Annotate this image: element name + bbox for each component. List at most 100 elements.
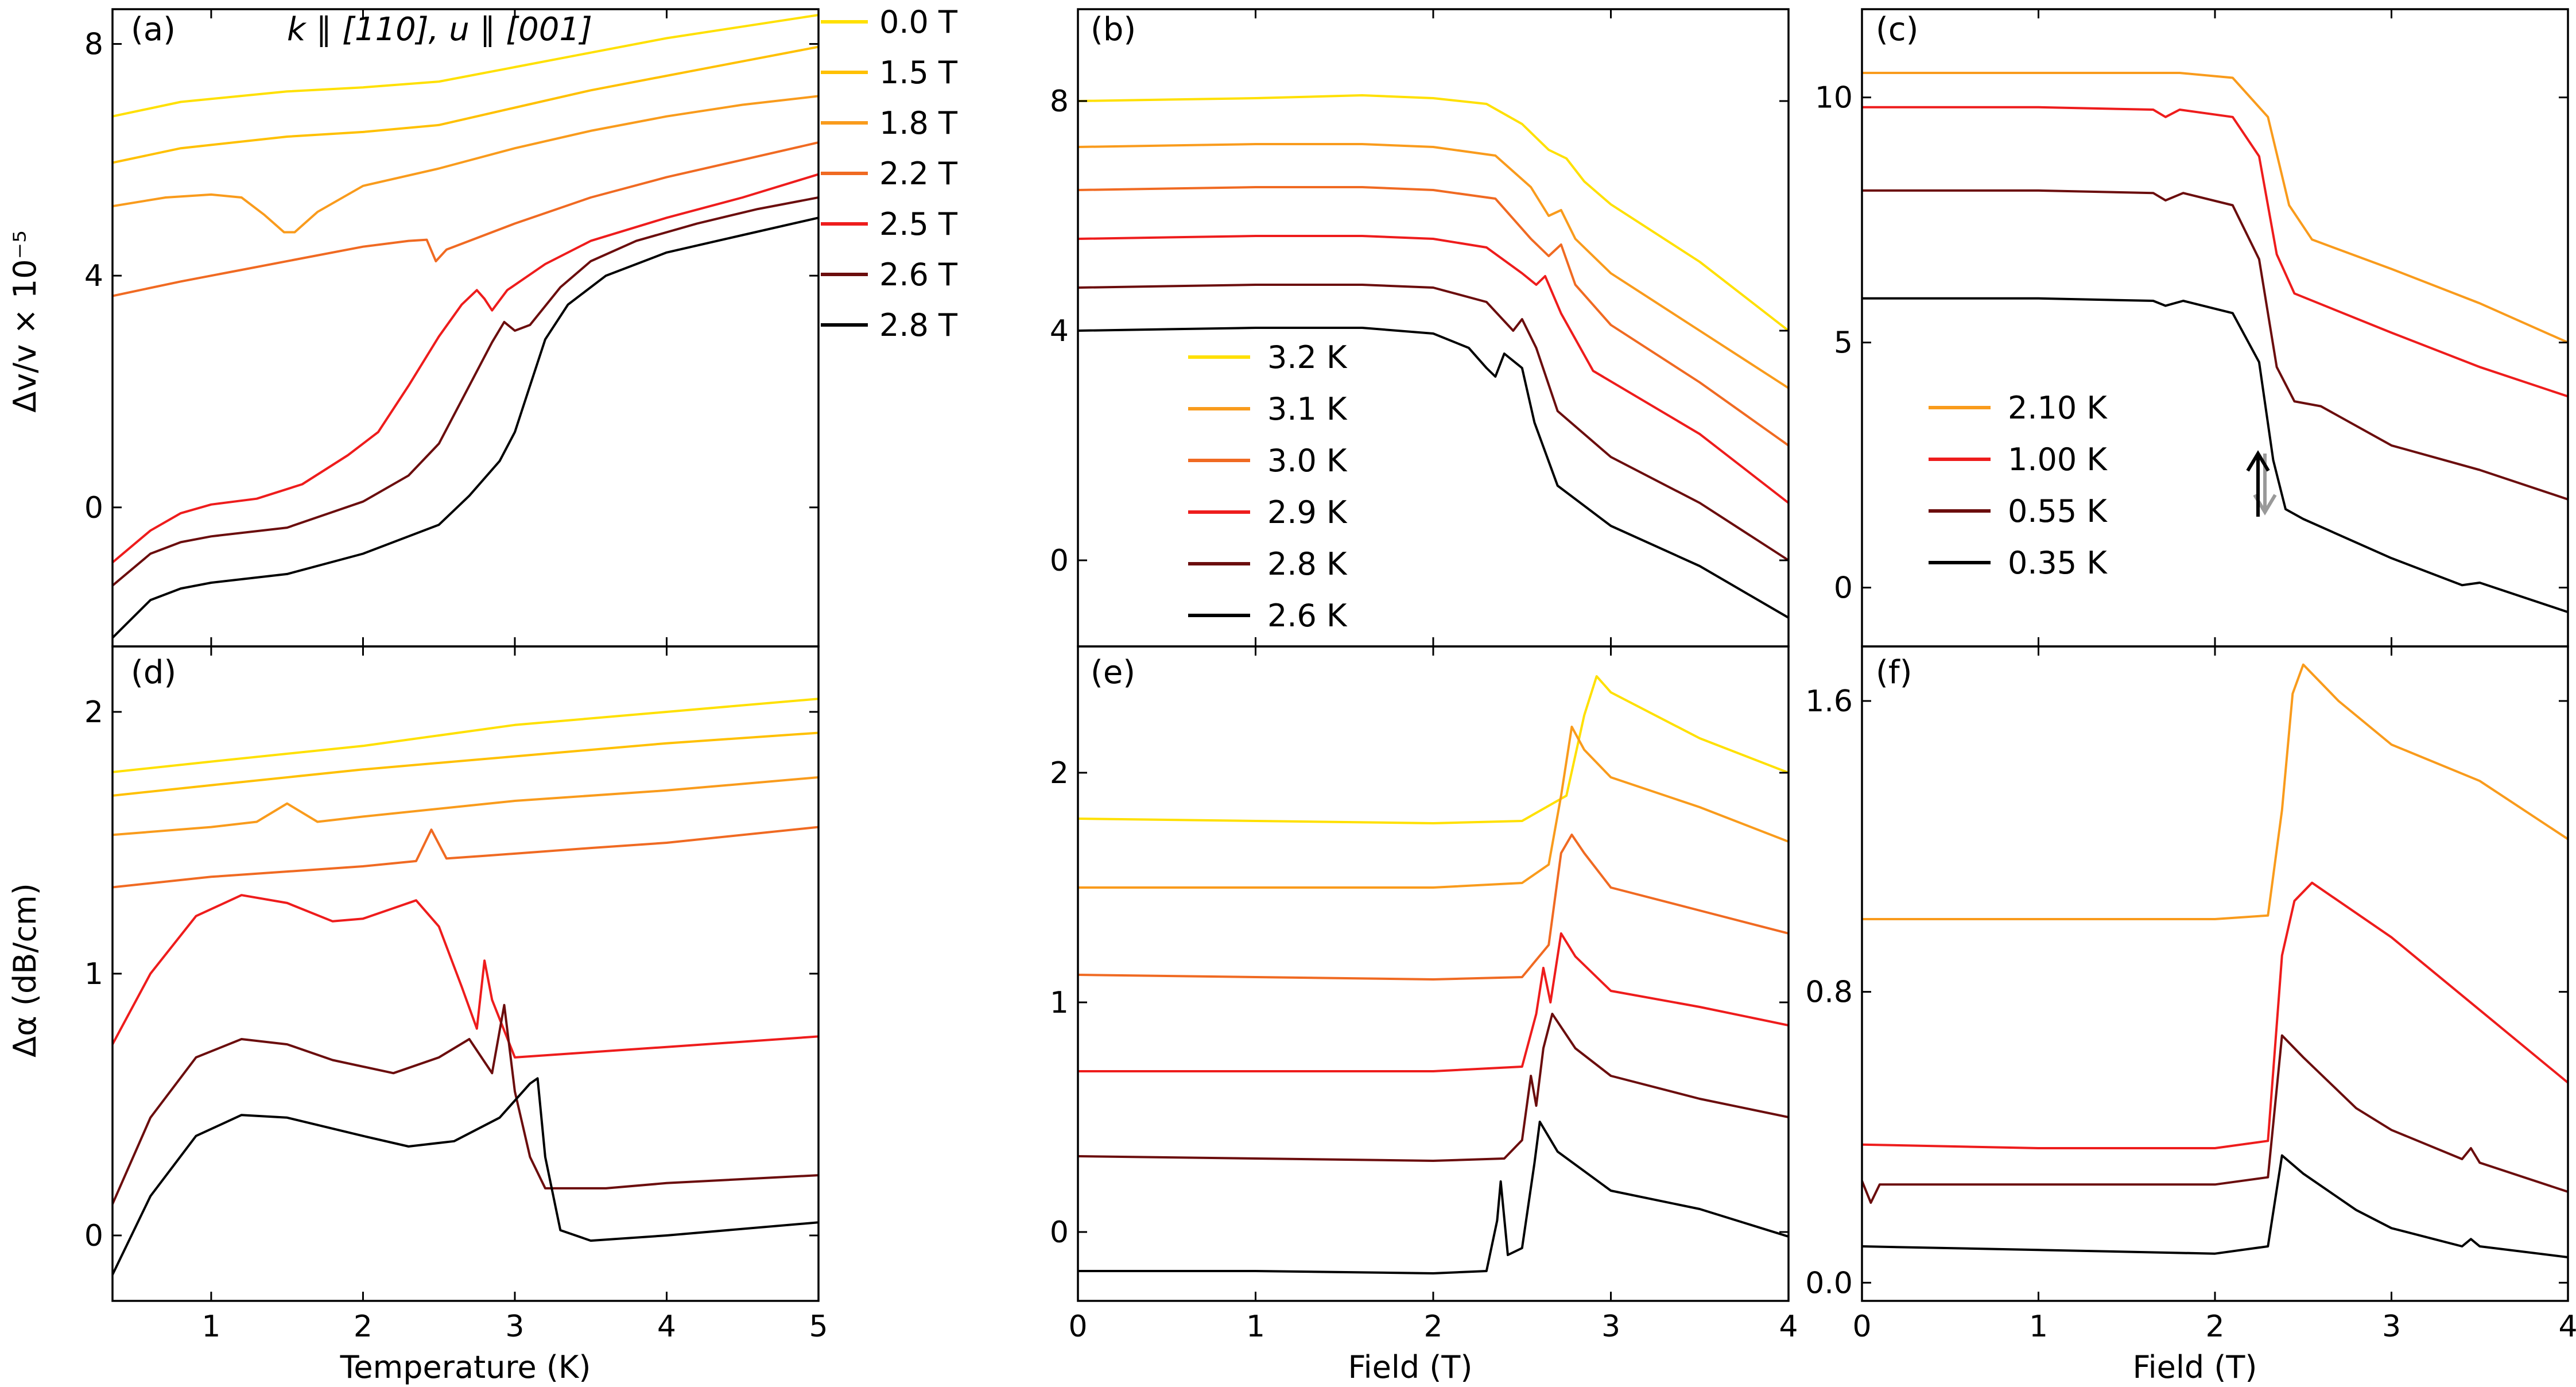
series-line-1_8-T [112,776,818,836]
series-line-0_35-K [1862,1154,2568,1258]
series-line-2_6-K [1078,327,1789,619]
series-line-0_0-T [112,14,818,118]
x-tick-label: 2 [2205,1309,2224,1344]
legend-label: 2.8 K [1267,546,1348,582]
panel-c: 0 5 10 2.10 K 1.00 K 0.55 K 0.35 K [1815,8,2569,648]
legend-label: 3.2 K [1267,339,1348,375]
x-tick-label: 3 [1601,1309,1620,1344]
xlabel-f: Field (T) [2133,1349,2257,1385]
y-tick-label: 2 [84,695,103,730]
y-tick-label: 4 [84,259,103,293]
y-tick-label: 2 [1050,756,1069,791]
series-line-3_0-K [1078,186,1789,447]
panel-b: 0 4 8 3.2 K 3.1 K 3.0 K 2.9 K 2.8 K 2.6 K [1050,8,1790,648]
legend-label: 3.1 K [1267,391,1348,427]
xlabel-e: Field (T) [1348,1349,1473,1385]
y-tick-label: 0 [84,491,103,525]
series-line-1_5-T [112,45,818,164]
panel-a: 0 4 8 0.0 T 1.5 T 1.8 T 2.2 T 2.5 T 2.6 T 2.8 T [84,4,958,648]
y-tick-label: 5 [1834,326,1853,361]
legend-label: 2.6 T [879,257,958,293]
panel-label-f: (f) [1876,654,1912,691]
series-line-2_5-T [112,173,818,564]
legend-label: 3.0 K [1267,443,1348,479]
y-tick-label: 0 [84,1219,103,1253]
series-line-2_2-T [112,826,818,889]
series-line-2_8-T [112,216,818,639]
y-tick-label: 0.0 [1805,1266,1853,1300]
x-tick-label: 4 [657,1309,676,1344]
y-tick-label: 10 [1815,81,1853,115]
panel-d: 1 2 3 4 5 0 1 2 [84,645,828,1344]
legend-label: 0.0 T [879,4,958,40]
panel-e: 0 1 2 3 4 0 1 2 [1050,645,1798,1344]
x-tick-label: 4 [1779,1309,1798,1344]
legend: 3.2 K 3.1 K 3.0 K 2.9 K 2.8 K 2.6 K [1188,339,1348,634]
legend-label: 2.10 K [2008,390,2108,426]
x-tick-label: 5 [809,1309,828,1344]
series-line-2_6-K [1078,1121,1789,1274]
series-line-3_0-K [1078,834,1789,981]
series-line-1_8-T [112,95,818,234]
series-line-1_5-T [112,731,818,797]
series-line-3_1-K [1078,726,1789,889]
x-tick-label: 1 [201,1309,220,1344]
panel-label-e: (e) [1091,654,1135,691]
series-line-0_55-K [1862,1034,2568,1204]
x-tick-label: 2 [1423,1309,1442,1344]
x-tick-label: 0 [1068,1309,1087,1344]
y-tick-label: 0 [1050,1215,1069,1250]
ylabel-a: Δv/v × 10⁻⁵ [7,230,43,413]
legend: 2.10 K 1.00 K 0.55 K 0.35 K [1929,390,2108,581]
x-tick-label: 3 [505,1309,524,1344]
series-line-2_10-K [1862,72,2568,344]
series-line-2_6-T [112,196,818,587]
series-line-2_2-T [112,141,818,297]
series-line-2_10-K [1862,663,2568,920]
series-line-0_35-K [1862,297,2568,614]
y-tick-label: 1 [1050,986,1069,1020]
series-line-0_0-T [112,698,818,773]
xlabel-d: Temperature (K) [340,1349,591,1385]
y-tick-label: 1.6 [1805,684,1853,719]
panel-f: 0 1 2 3 4 0.0 0.8 1.6 [1805,645,2576,1344]
series-line-3_1-K [1078,143,1789,389]
y-tick-label: 8 [84,28,103,62]
x-tick-label: 0 [1852,1309,1871,1344]
series-line-3_2-K [1078,94,1789,332]
series-line-1_00-K [1862,106,2568,398]
arrow-up-black [2246,450,2270,517]
legend-label: 2.2 T [879,156,958,192]
legend-label: 1.5 T [879,55,958,91]
ylabel-d: Δα (dB/cm) [7,883,43,1057]
series-line-2_8-T [112,1077,818,1276]
legend-label: 2.6 K [1267,598,1348,634]
series-line-2_8-K [1078,284,1789,561]
x-tick-label: 2 [354,1309,373,1344]
x-tick-label: 1 [2029,1309,2048,1344]
series-line-3_2-K [1078,675,1789,824]
y-tick-label: 0 [1050,544,1069,578]
y-tick-label: 4 [1050,314,1069,348]
series-line-1_00-K [1862,881,2568,1149]
panel-label-a: (a) [131,11,176,48]
legend-label: 2.9 K [1267,494,1348,530]
x-tick-label: 4 [2558,1309,2576,1344]
y-tick-label: 8 [1050,84,1069,119]
panel-label-d: (d) [131,654,176,691]
series-line-2_8-K [1078,1013,1789,1162]
panel-label-b: (b) [1091,11,1136,48]
series-line-2_5-T [112,894,818,1059]
legend-label: 2.8 T [879,307,958,343]
x-tick-label: 1 [1246,1309,1265,1344]
legend-label: 2.5 T [879,206,958,242]
annotation-a: k ∥ [110], u ∥ [001] [287,11,592,48]
y-tick-label: 0.8 [1805,975,1853,1010]
legend-label: 1.8 T [879,105,958,141]
legend-label: 1.00 K [2008,441,2108,478]
legend: 0.0 T 1.5 T 1.8 T 2.2 T 2.5 T 2.6 T 2.8 T [821,4,958,343]
legend-label: 0.55 K [2008,493,2108,529]
y-tick-label: 0 [1834,571,1853,606]
series-line-2_9-K [1078,932,1789,1072]
